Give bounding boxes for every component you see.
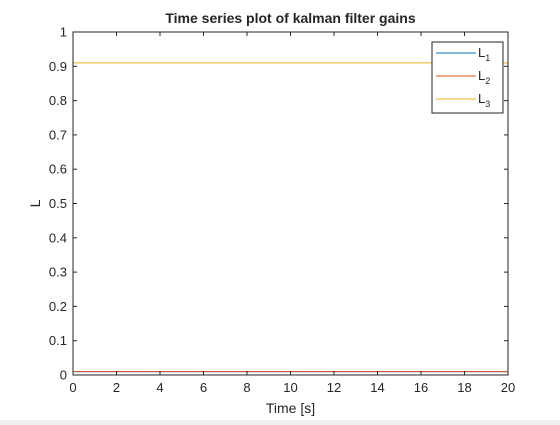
legend-label-text: L — [478, 68, 485, 83]
x-tick-label: 4 — [156, 380, 163, 395]
x-tick-label: 10 — [283, 380, 297, 395]
y-axis-label: L — [27, 199, 43, 207]
x-axis-label: Time [s] — [266, 400, 315, 416]
legend-label-1: L1 — [478, 45, 490, 63]
legend-label-text: L — [478, 91, 485, 106]
legend-label-2: L2 — [478, 68, 490, 86]
legend-label-subscript: 1 — [485, 53, 490, 63]
y-tick-label: 0.8 — [49, 93, 67, 108]
x-tick-label: 14 — [370, 380, 384, 395]
x-tick-label: 6 — [200, 380, 207, 395]
y-tick-label: 0.7 — [49, 127, 67, 142]
x-tick-label: 8 — [243, 380, 250, 395]
legend-label-subscript: 3 — [485, 99, 490, 109]
y-tick-label: 0.5 — [49, 196, 67, 211]
tick-layer: 0 2 4 6 8 10 12 14 16 18 2000.10.20.30.40.50.60.70… — [49, 25, 515, 396]
legend-box — [431, 41, 504, 114]
y-tick-label: 1 — [60, 25, 67, 40]
y-tick-label: 0.1 — [49, 333, 67, 348]
legend-label-text: L — [478, 45, 485, 60]
x-tick-label: 16 — [414, 380, 428, 395]
y-tick-label: 0 — [60, 368, 67, 383]
y-tick-label: 0.3 — [49, 265, 67, 280]
x-tick-label: 12 — [327, 380, 341, 395]
x-tick-label: 0 — [69, 380, 76, 395]
y-tick-label: 0.6 — [49, 162, 67, 177]
x-tick-label: 18 — [457, 380, 471, 395]
legend-label-3: L3 — [478, 91, 490, 109]
y-tick-label: 0.9 — [49, 59, 67, 74]
legend-label-subscript: 2 — [485, 76, 490, 86]
y-tick-label: 0.4 — [49, 230, 67, 245]
y-tick-label: 0.2 — [49, 299, 67, 314]
x-tick-label: 20 — [501, 380, 515, 395]
x-tick-label: 2 — [113, 380, 120, 395]
chart-title: Time series plot of kalman filter gains — [165, 10, 415, 26]
